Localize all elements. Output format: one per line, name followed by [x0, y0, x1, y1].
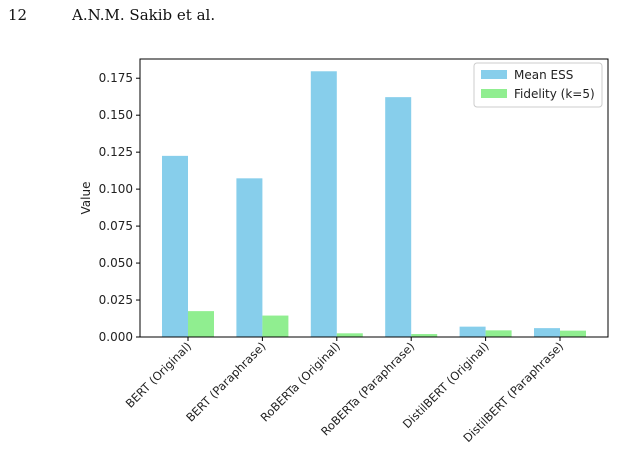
bar-fidelity-k-5-0	[188, 311, 214, 337]
x-tick-label: RoBERTa (Original)	[258, 339, 343, 424]
y-tick-label: 0.000	[99, 330, 133, 344]
y-tick-label: 0.025	[99, 293, 133, 307]
legend: Mean ESS Fidelity (k=5)	[473, 62, 603, 108]
x-tick-label: BERT (Original)	[123, 339, 194, 410]
x-axis: BERT (Original)BERT (Paraphrase)RoBERTa …	[123, 337, 566, 445]
bar-mean-ess-0	[162, 155, 188, 337]
bar-mean-ess-3	[385, 97, 412, 337]
legend-swatch	[481, 70, 507, 79]
page-number: 12	[8, 6, 28, 24]
y-tick-label: 0.075	[99, 219, 133, 233]
bar-mean-ess-1	[236, 178, 263, 337]
y-tick-label: 0.150	[99, 108, 133, 122]
legend-swatch	[481, 89, 507, 98]
bars-layer	[162, 71, 586, 337]
page-header: 12 A.N.M. Sakib et al.	[0, 0, 620, 40]
bar-mean-ess-2	[310, 71, 337, 337]
axes-frame	[139, 58, 609, 338]
y-tick-label: 0.175	[99, 71, 133, 85]
bar-mean-ess-5	[534, 328, 560, 337]
bar-fidelity-k-5-3	[411, 334, 438, 337]
bar-mean-ess-4	[459, 326, 486, 337]
bar-fidelity-k-5-4	[485, 330, 512, 337]
bar-fidelity-k-5-2	[336, 333, 363, 337]
y-axis: 0.000 0.025 0.050 0.075 0.100 0.125 0.150 0.175	[99, 71, 140, 344]
running-head: A.N.M. Sakib et al.	[72, 6, 216, 24]
bar-fidelity-k-5-5	[560, 330, 586, 337]
y-tick-label: 0.125	[99, 145, 133, 159]
y-tick-label: 0.100	[99, 182, 133, 196]
y-axis-label: Value	[79, 182, 93, 215]
x-tick-label: BERT (Paraphrase)	[183, 339, 268, 424]
y-tick-label: 0.050	[99, 256, 133, 270]
legend-label: Fidelity (k=5)	[514, 87, 595, 101]
bar-fidelity-k-5-1	[262, 315, 289, 337]
legend-label: Mean ESS	[514, 68, 573, 82]
